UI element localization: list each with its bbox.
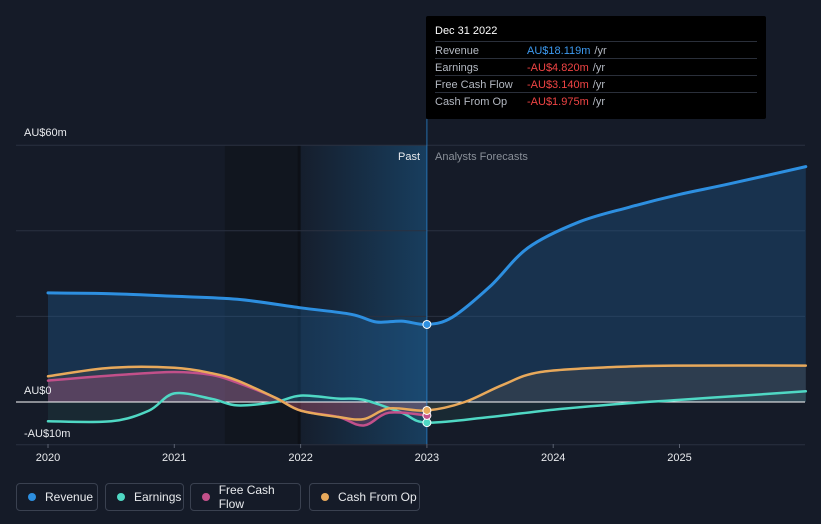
tooltip-row-earnings: Earnings -AU$4.820m/yr: [435, 58, 757, 76]
line-earnings: [46, 390, 808, 424]
tooltip-row-free-cash-flow: Free Cash Flow -AU$3.140m/yr: [435, 75, 757, 93]
tooltip-label: Earnings: [435, 62, 479, 74]
legend-dot-icon: [28, 493, 36, 501]
marker-cash-from-op: [422, 405, 432, 415]
tooltip-row-revenue: Revenue AU$18.119m/yr: [435, 41, 757, 59]
past-label: Past: [398, 151, 420, 163]
legend-dot-icon: [202, 493, 210, 501]
y-tick-label: -AU$10m: [24, 428, 70, 440]
legend-label: Free Cash Flow: [218, 483, 275, 511]
legend-item-earnings[interactable]: Earnings: [105, 483, 184, 511]
x-tick-label: 2025: [667, 452, 691, 464]
legend-item-cash-from-op[interactable]: Cash From Op: [309, 483, 420, 511]
legend-item-free-cash-flow[interactable]: Free Cash Flow: [190, 483, 301, 511]
gridlines: [16, 144, 805, 446]
past-highlight: [300, 145, 427, 444]
legend-item-revenue[interactable]: Revenue: [16, 483, 98, 511]
tooltip-value: -AU$4.820m/yr: [527, 62, 605, 74]
legend-dot-icon: [117, 493, 125, 501]
legend-dot-icon: [321, 493, 329, 501]
y-tick-label: AU$60m: [24, 127, 67, 139]
x-tick-label: 2020: [36, 452, 60, 464]
tooltip-label: Free Cash Flow: [435, 79, 513, 91]
x-tick-label: 2024: [541, 452, 565, 464]
legend-label: Earnings: [134, 490, 182, 504]
forecast-label: Analysts Forecasts: [435, 151, 528, 163]
legend-label: Cash From Op: [338, 490, 417, 504]
line-cash-from-op: [46, 364, 808, 421]
data-tooltip: Dec 31 2022 Revenue AU$18.119m/yr Earnin…: [426, 16, 766, 119]
y-tick-label: AU$0: [24, 385, 52, 397]
area-revenue: [48, 166, 806, 402]
hover-markers: [422, 319, 432, 428]
x-tick-label: 2022: [288, 452, 312, 464]
marker-revenue: [422, 319, 432, 329]
tooltip-value: -AU$3.140m/yr: [527, 79, 605, 91]
area-cash-from-op: [48, 365, 806, 420]
axis-labels: AU$60m AU$0 -AU$10m 2020 2021 2022 2023 2024 202…: [24, 127, 692, 464]
history-shade: [224, 145, 301, 444]
x-tick-label: 2023: [415, 452, 439, 464]
x-tick-label: 2021: [162, 452, 186, 464]
tooltip-row-cash-from-op: Cash From Op -AU$1.975m/yr: [435, 92, 757, 110]
tooltip-date: Dec 31 2022: [435, 25, 498, 37]
area-free-cash-flow: [48, 372, 427, 426]
legend-label: Revenue: [45, 490, 94, 504]
history-shade-dark: [297, 145, 301, 444]
tooltip-label: Cash From Op: [435, 96, 508, 108]
tooltip-label: Revenue: [435, 45, 480, 57]
tooltip-value: AU$18.119m/yr: [527, 45, 607, 57]
tooltip-value: -AU$1.975m/yr: [527, 96, 605, 108]
